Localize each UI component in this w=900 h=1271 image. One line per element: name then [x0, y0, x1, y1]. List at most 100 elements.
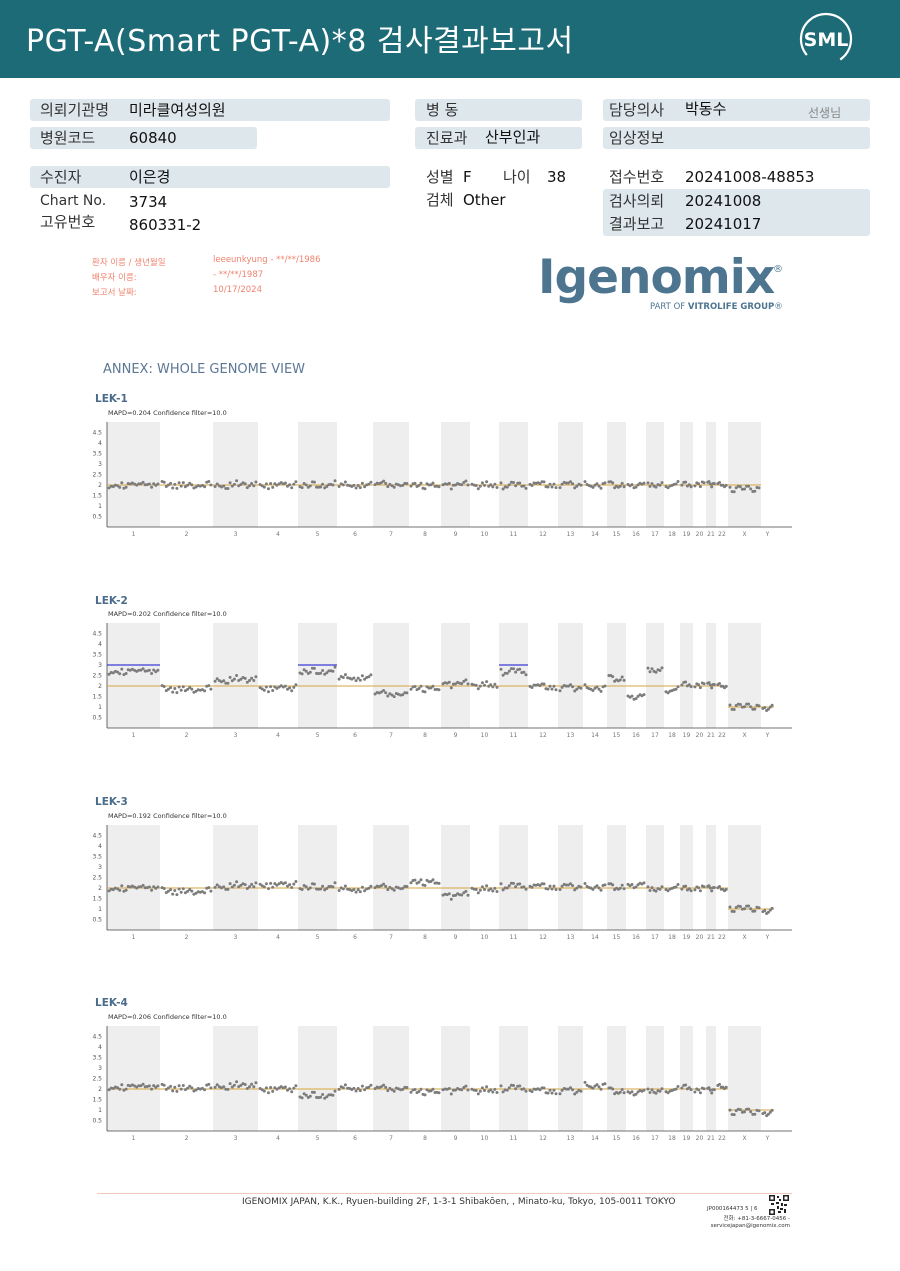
copy-number-point — [573, 1092, 577, 1096]
copy-number-point — [275, 1087, 279, 1091]
copy-number-point — [358, 678, 362, 682]
copy-number-point — [466, 893, 470, 897]
copy-number-point — [319, 1095, 323, 1099]
copy-number-point — [200, 688, 204, 692]
copy-number-point — [530, 686, 534, 689]
copy-number-point — [684, 1083, 688, 1087]
copy-number-point — [654, 1091, 658, 1095]
x-tick-label: 21 — [707, 1135, 715, 1142]
copy-number-point — [235, 1080, 239, 1084]
copy-number-point — [308, 1094, 312, 1098]
copy-number-point — [224, 487, 228, 490]
copy-number-point — [409, 1090, 413, 1094]
copy-number-point — [358, 1089, 362, 1093]
copy-number-series — [626, 481, 646, 490]
copy-number-point — [474, 888, 478, 891]
institution-label: 의뢰기관명 — [40, 101, 110, 119]
copy-number-series — [716, 885, 728, 893]
copy-number-point — [507, 483, 511, 487]
copy-number-point — [766, 1112, 770, 1116]
copy-number-point — [179, 890, 183, 894]
copy-number-point — [611, 1087, 615, 1091]
copy-number-point — [738, 1108, 742, 1112]
x-tick-label: X — [742, 531, 746, 538]
copy-number-point — [462, 481, 466, 484]
copy-number-point — [203, 485, 207, 489]
copy-number-point — [267, 487, 270, 491]
copy-number-point — [569, 480, 572, 484]
copy-number-point — [583, 480, 587, 484]
copy-number-point — [413, 685, 417, 688]
copy-number-point — [120, 884, 124, 888]
copy-number-point — [480, 681, 484, 685]
copy-number-point — [642, 881, 646, 885]
copy-number-point — [177, 481, 181, 485]
copy-number-point — [707, 884, 711, 888]
igenomix-logo: Igenomix ® PART OF VITROLIFE GROUP® — [538, 252, 783, 313]
copy-number-point — [505, 886, 509, 890]
copy-number-point — [499, 481, 503, 485]
chromosome-band — [298, 422, 337, 527]
x-tick-label: 3 — [234, 934, 238, 941]
copy-number-point — [489, 1088, 493, 1092]
copy-number-series — [499, 480, 528, 491]
doctor-bar — [603, 99, 870, 121]
copy-number-point — [599, 1087, 603, 1091]
copy-number-series — [160, 1082, 213, 1093]
copy-number-point — [147, 1084, 151, 1088]
copy-number-point — [230, 885, 234, 889]
copy-number-point — [183, 689, 187, 693]
copy-number-point — [267, 887, 270, 891]
sample-mapd-1: MAPD=0.204 Confidence filter=10.0 — [108, 409, 227, 417]
copy-number-point — [573, 689, 577, 693]
copy-number-point — [312, 480, 316, 484]
copy-number-point — [753, 909, 757, 913]
copy-number-point — [254, 1081, 258, 1085]
copy-number-point — [485, 680, 489, 684]
copy-number-point — [499, 667, 503, 671]
copy-number-point — [583, 683, 587, 687]
copy-number-point — [352, 888, 356, 891]
copy-number-point — [367, 675, 371, 679]
copy-number-series — [706, 1086, 716, 1095]
y-tick-label: 2 — [98, 885, 102, 892]
copy-number-point — [250, 676, 254, 680]
chromosome-band — [706, 825, 716, 930]
copy-number-series — [680, 1083, 693, 1092]
x-tick-label: 5 — [316, 732, 320, 739]
copy-number-point — [564, 1087, 568, 1091]
copy-number-point — [512, 1084, 515, 1087]
copy-number-point — [575, 687, 579, 691]
copy-number-series — [409, 684, 441, 694]
copy-number-point — [569, 683, 572, 687]
copy-number-series — [664, 1085, 680, 1095]
copy-number-point — [554, 888, 558, 892]
copy-number-point — [648, 889, 652, 892]
x-tick-label: 19 — [683, 934, 691, 941]
copy-number-point — [388, 885, 392, 889]
copy-number-point — [687, 683, 691, 687]
copy-number-point — [573, 888, 577, 892]
copy-number-point — [382, 1083, 386, 1087]
receipt-no-label: 접수번호 — [609, 168, 665, 186]
y-tick-label: 1.5 — [92, 896, 102, 903]
copy-number-point — [642, 481, 646, 485]
copy-number-point — [757, 906, 761, 910]
copy-number-point — [283, 1085, 287, 1089]
y-tick-label: 2 — [98, 1086, 102, 1093]
x-tick-label: X — [742, 934, 746, 941]
copy-number-point — [369, 1083, 373, 1087]
copy-number-point — [575, 886, 579, 890]
copy-number-point — [343, 673, 347, 677]
y-tick-label: 4 — [98, 843, 102, 850]
copy-number-point — [530, 484, 534, 487]
copy-number-point — [232, 883, 236, 887]
copy-number-point — [331, 885, 335, 889]
x-tick-label: 1 — [132, 934, 136, 941]
copy-number-point — [321, 482, 325, 486]
footer-document-code: JP000164473 5 | 6 — [707, 1206, 758, 1212]
copy-number-point — [248, 885, 251, 889]
copy-number-point — [571, 685, 575, 689]
copy-number-series — [664, 685, 680, 695]
genome-plot-3: 0.511.522.533.544.51 2 3 4 5 6 7 8 9 10 11 12 13 14 15… — [92, 825, 792, 941]
